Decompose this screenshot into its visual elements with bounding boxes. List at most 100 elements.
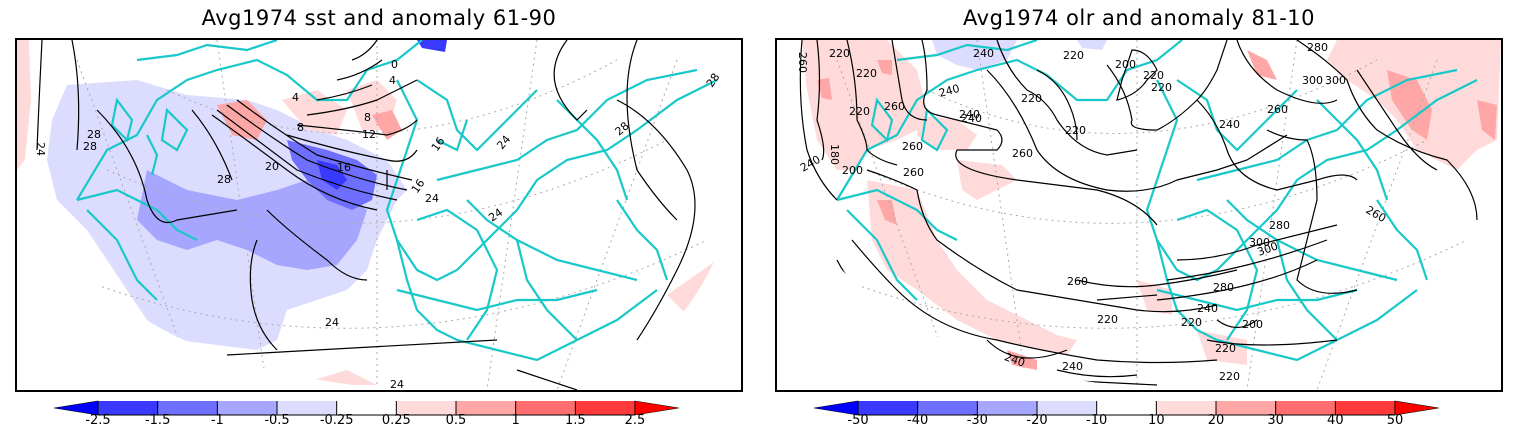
contour-label: 240 [798, 153, 823, 175]
sst-panel-title: Avg1974 sst and anomaly 61-90 [201, 6, 557, 30]
contour-label: 280 [1307, 41, 1328, 54]
contour-label: 240 [1197, 302, 1218, 315]
colorbar-swatch [1275, 401, 1336, 415]
contour-label: 220 [856, 67, 877, 80]
olr-colorbar: -50 -40 -30 -20 -10 10 20 30 40 50 [800, 396, 1480, 430]
colorbar-swatch [396, 401, 456, 415]
contour-label: 24 [325, 316, 339, 329]
contour-label: 220 [1219, 370, 1240, 383]
colorbar-swatch [575, 401, 635, 415]
contour-label: 16 [429, 135, 448, 154]
colorbar-label: -1 [210, 413, 224, 428]
colorbar-swatch [456, 401, 516, 415]
contour-label: 240 [1062, 360, 1083, 373]
contour-label: 8 [297, 121, 304, 134]
olr-colorbar-swatches [813, 400, 1440, 416]
contour-label: 220 [1097, 313, 1118, 326]
contour-label: 16 [337, 161, 351, 174]
contour-label: 240 [961, 112, 982, 125]
contour-label: 180 [828, 144, 841, 165]
sst-map: 24 28 28 28 20 16 12 8 8 4 4 0 24 24 24 … [17, 40, 741, 390]
contour-label: 20 [265, 160, 279, 173]
contour-label: 260 [903, 166, 924, 179]
colorbar-swatch [98, 401, 158, 415]
colorbar-label: 20 [1207, 413, 1225, 428]
colorbar-label: 1 [511, 413, 520, 428]
colorbar-label: -30 [966, 413, 988, 428]
colorbar-label: -40 [907, 413, 929, 428]
contour-label: 300 [1325, 74, 1346, 87]
colorbar-swatch [157, 401, 218, 415]
contour-label: 260 [796, 52, 809, 73]
colorbar-label: -50 [847, 413, 869, 428]
colorbar-swatch [1335, 401, 1395, 415]
olr-map-panel: 260 220 220 220 180 200 240 260 260 260 … [775, 38, 1503, 392]
colorbar-swatch [917, 401, 978, 415]
contour-label: 4 [292, 91, 299, 104]
contour-label: 12 [362, 128, 376, 141]
contour-label: 220 [829, 47, 850, 60]
olr-anomaly-shading [802, 40, 1501, 370]
contour-label: 200 [1115, 58, 1136, 71]
contour-label: 260 [1267, 103, 1288, 116]
contour-label: 240 [937, 82, 961, 100]
contour-label: 24 [34, 142, 47, 156]
colorbar-swatch [977, 401, 1037, 415]
contour-label: 220 [849, 105, 870, 118]
sst-graticule [56, 40, 708, 390]
contour-label: 220 [1063, 49, 1084, 62]
colorbar-label: -20 [1026, 413, 1048, 428]
olr-graticule [816, 40, 1468, 390]
contour-label: 260 [1067, 275, 1088, 288]
contour-label: 260 [902, 140, 923, 153]
contour-label: 0 [391, 58, 398, 71]
colorbar-swatch [515, 401, 576, 415]
colorbar-label: -0.25 [319, 413, 354, 428]
olr-map: 260 220 220 220 180 200 240 260 260 260 … [777, 40, 1501, 390]
contour-label: 24 [494, 133, 513, 152]
contour-label: 220 [1215, 342, 1236, 355]
contour-label: 300 [1249, 236, 1270, 249]
colorbar-label: 0.25 [381, 413, 411, 428]
contour-label: 260 [1364, 203, 1389, 225]
contour-label: 8 [364, 111, 371, 124]
olr-coastlines [836, 40, 1478, 362]
colorbar-label: 1.5 [564, 413, 586, 428]
contour-label: 240 [959, 108, 980, 121]
contour-label: 220 [1143, 69, 1164, 82]
contour-label: 220 [1151, 81, 1172, 94]
colorbar-swatch [217, 401, 277, 415]
colorbar-label: 30 [1267, 413, 1284, 428]
colorbar-label: -10 [1086, 413, 1108, 428]
contour-label: 220 [1065, 124, 1086, 137]
colorbar-swatch [858, 401, 918, 415]
contour-label: 240 [973, 47, 994, 60]
contour-label: 220 [1021, 92, 1042, 105]
contour-label: 280 [1269, 219, 1290, 232]
colorbar-label: -1.5 [144, 413, 171, 428]
contour-label: 28 [217, 173, 231, 186]
olr-panel-title: Avg1974 olr and anomaly 81-10 [963, 6, 1315, 30]
colorbar-swatch [1037, 401, 1097, 415]
contour-label: 200 [1242, 318, 1263, 331]
colorbar-label: -0.5 [264, 413, 290, 428]
colorbar-label: 10 [1148, 413, 1165, 428]
contour-label: 28 [87, 128, 101, 141]
contour-label: 280 [1213, 281, 1234, 294]
colorbar-swatch [336, 401, 397, 415]
colorbar-swatch [277, 401, 337, 415]
colorbar-swatch [1096, 401, 1157, 415]
colorbar-arrow-high [1394, 400, 1440, 416]
colorbar-label: 2.5 [624, 413, 646, 428]
contour-label: 260 [884, 100, 905, 113]
colorbar-swatch [1216, 401, 1276, 415]
colorbar-label: 0.5 [445, 413, 467, 428]
contour-label: 24 [425, 192, 439, 205]
contour-label: 4 [389, 74, 396, 87]
contour-label: 260 [1012, 147, 1033, 160]
contour-label: 28 [704, 71, 723, 90]
colorbar-swatch [1156, 401, 1216, 415]
contour-label: 240 [1219, 118, 1240, 131]
sst-contours [36, 40, 696, 390]
sst-map-panel: 24 28 28 28 20 16 12 8 8 4 4 0 24 24 24 … [15, 38, 743, 392]
